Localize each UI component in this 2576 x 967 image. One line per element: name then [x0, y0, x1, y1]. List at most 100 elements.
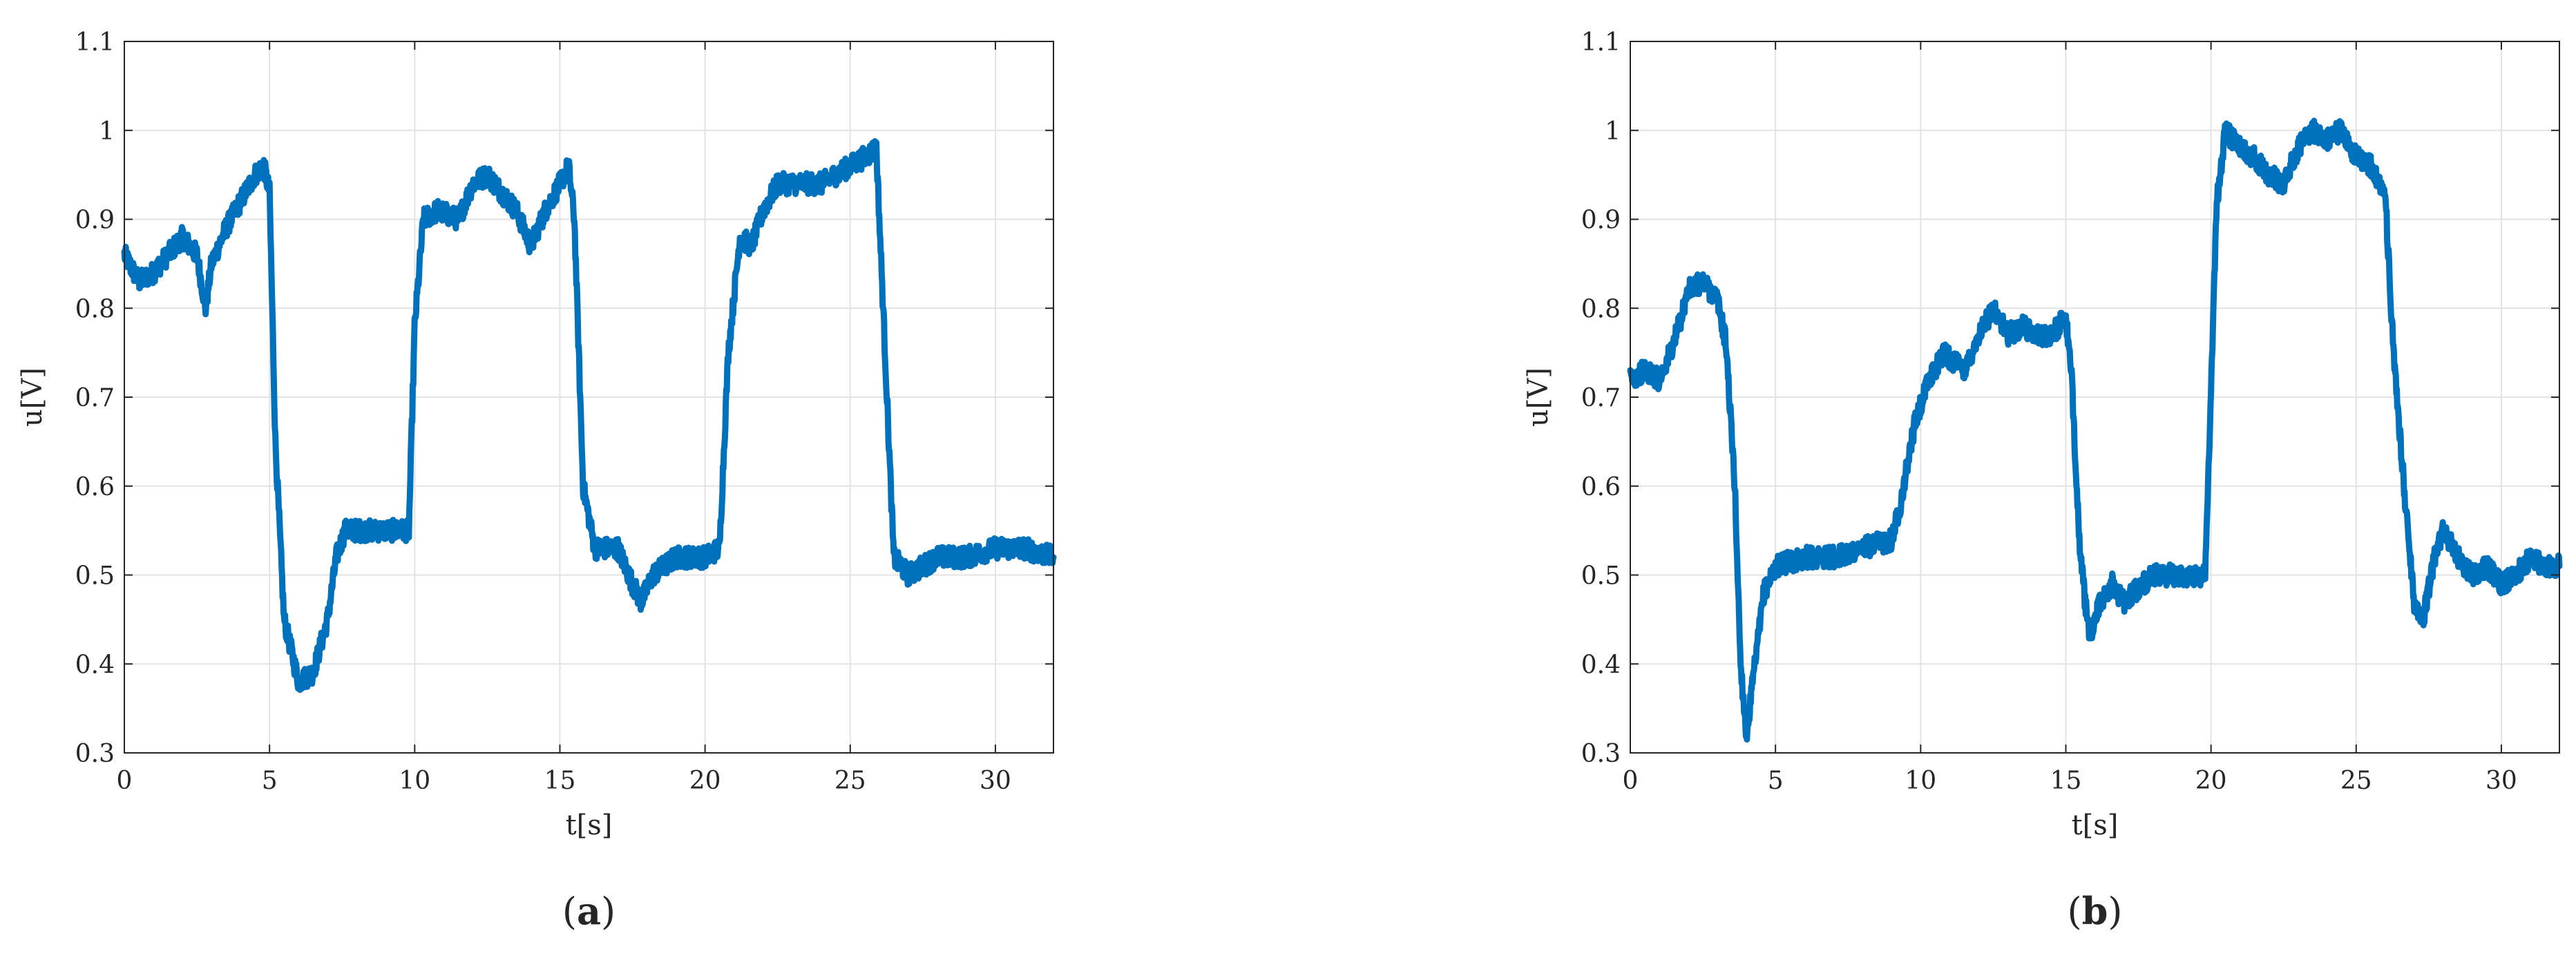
data-point: [1739, 662, 1743, 666]
data-point: [964, 555, 969, 559]
y-tick-label: 0.3: [75, 740, 115, 768]
data-point: [137, 280, 141, 284]
data-point: [581, 484, 585, 488]
data-point: [2470, 573, 2474, 577]
data-point: [2079, 555, 2083, 559]
data-point: [2215, 200, 2219, 204]
data-point: [2369, 164, 2373, 168]
y-tick-label: 0.6: [75, 473, 115, 501]
data-point: [674, 555, 678, 559]
x-tick-label: 15: [2050, 767, 2082, 795]
y-tick-label: 0.5: [1581, 562, 1621, 591]
data-point: [2432, 555, 2436, 559]
data-point: [262, 164, 266, 168]
y-axis-label-a: u[V]: [17, 367, 48, 427]
series-layer-a: [121, 138, 1057, 693]
data-point: [1889, 537, 1893, 542]
panel-label-a: (a): [562, 889, 616, 933]
data-point: [738, 235, 742, 239]
data-point: [2296, 146, 2300, 151]
panel-label-open-paren-b: (: [2068, 890, 2082, 933]
data-point: [1942, 351, 1946, 355]
y-tick-label: 0.4: [1581, 651, 1621, 679]
data-point: [1715, 297, 1719, 301]
chart-panel-b: 0 5 10 15 20 25 30 0.3 0.4 0.5 0.6 0.7 0.8 0.9 1 1.1 t[…: [1523, 28, 2563, 933]
y-tick-label: 0.8: [75, 295, 115, 323]
data-point: [2034, 333, 2039, 337]
data-point: [2203, 573, 2207, 577]
panel-label-close-paren-b: ): [2108, 890, 2122, 933]
y-tick-label: 0.3: [1581, 740, 1621, 768]
data-point: [311, 671, 315, 675]
y-tick-label: 0.5: [75, 562, 115, 591]
data-point: [2403, 502, 2407, 506]
data-point: [1762, 591, 1766, 595]
data-point: [1686, 289, 1690, 293]
data-point: [892, 555, 896, 559]
data-point: [631, 582, 635, 586]
data-point: [334, 555, 338, 559]
data-point: [204, 306, 208, 310]
x-tick-label: 30: [2486, 767, 2517, 795]
data-point: [558, 182, 562, 186]
data-point: [863, 155, 867, 159]
data-point: [1643, 368, 1647, 372]
data-point: [544, 209, 548, 213]
data-point: [935, 555, 939, 559]
data-point: [2224, 128, 2228, 133]
panel-label-close-paren-a: ): [601, 890, 616, 933]
chart-panel-a: 0 5 10 15 20 25 30 0.3 0.4 0.5 0.6 0.7 0.8 0.9 1 1.1 t[…: [17, 28, 1057, 933]
data-point: [1657, 377, 1661, 381]
data-point: [2499, 582, 2503, 586]
y-tick-label: 1.1: [1581, 28, 1621, 57]
data-point: [499, 191, 504, 195]
data-point: [639, 600, 643, 604]
x-tick-label: 15: [544, 767, 576, 795]
y-axis-label-b: u[V]: [1523, 367, 1554, 427]
data-point: [2543, 564, 2547, 568]
data-point: [238, 200, 242, 204]
data-point: [2282, 182, 2286, 186]
data-point: [2485, 564, 2489, 568]
y-tick-label: 0.4: [75, 651, 115, 679]
series-layer-b: [1627, 117, 2563, 743]
x-tick-label: 30: [980, 767, 1011, 795]
data-point: [1927, 377, 1931, 381]
data-point: [209, 262, 213, 266]
data-point: [274, 439, 278, 443]
y-tick-label: 1: [1605, 117, 1621, 146]
data-point: [2070, 377, 2074, 381]
x-tick-label: 25: [2340, 767, 2372, 795]
data-point: [573, 218, 577, 222]
x-tick-label: 0: [117, 767, 133, 795]
x-axis-label-a: t[s]: [566, 810, 613, 841]
x-tick-label: 10: [1905, 767, 1936, 795]
data-point: [1672, 342, 1676, 346]
data-point: [2087, 635, 2091, 640]
data-point: [224, 226, 228, 230]
data-point: [1733, 484, 1737, 488]
data-point: [2238, 146, 2242, 151]
data-point: [2392, 360, 2396, 364]
data-point: [1022, 546, 1027, 550]
data-point: [883, 351, 887, 355]
data-point: [180, 235, 184, 239]
x-tick-label: 5: [1768, 767, 1784, 795]
data-point: [1913, 422, 1917, 426]
panel-label-b: (b): [2068, 889, 2123, 933]
data-point: [2110, 582, 2115, 586]
y-tick-label: 0.8: [1581, 295, 1621, 323]
data-point: [528, 244, 533, 248]
data-point: [776, 182, 780, 186]
data-point: [593, 546, 597, 550]
data-point: [282, 617, 286, 622]
data-point: [2253, 155, 2257, 159]
x-tick-label: 20: [689, 767, 721, 795]
data-point: [726, 351, 730, 355]
panel-label-open-paren-a: (: [562, 890, 577, 933]
data-point: [616, 546, 620, 550]
data-point: [456, 218, 460, 222]
panel-label-letter-a: a: [577, 889, 601, 933]
x-tick-label: 0: [1623, 767, 1639, 795]
